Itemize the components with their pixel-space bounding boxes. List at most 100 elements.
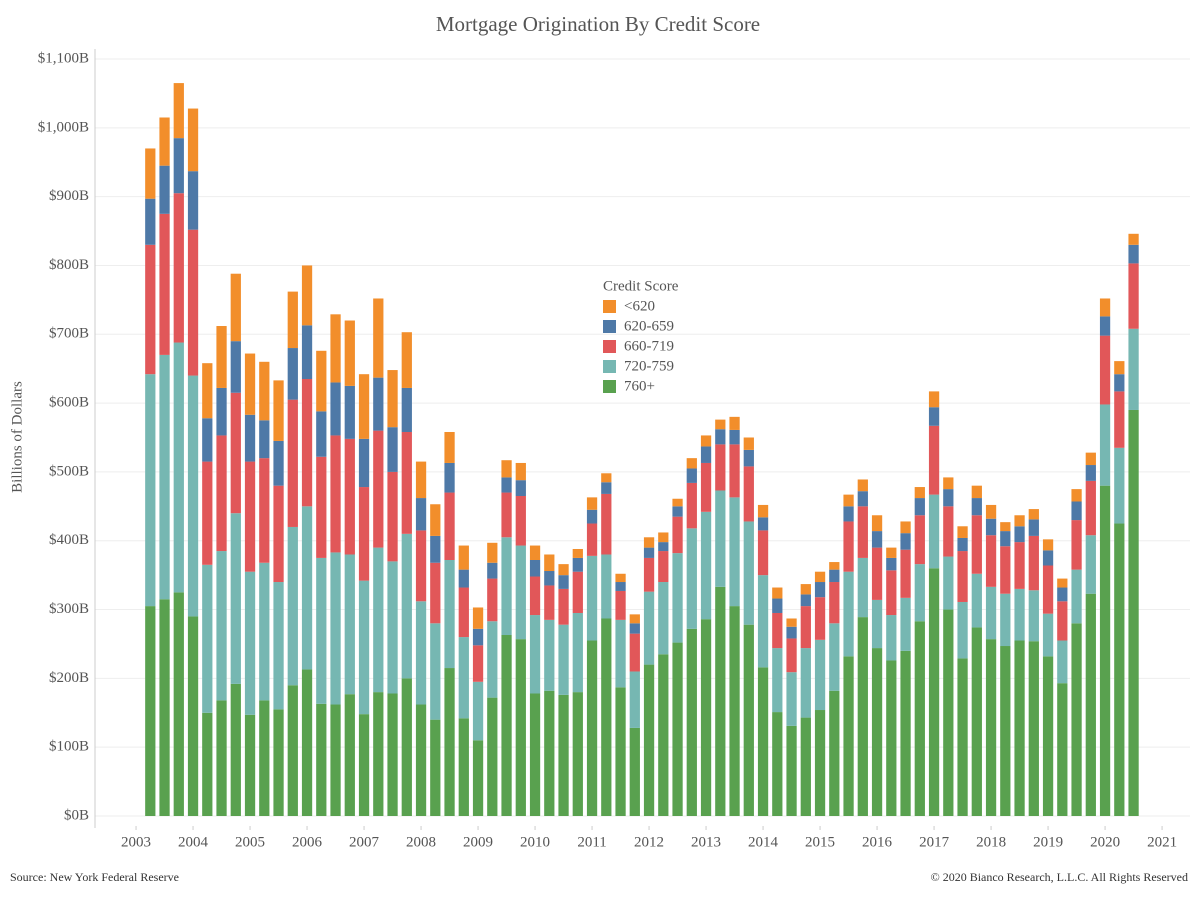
x-tick-label: 2005 — [235, 834, 265, 850]
x-tick-label: 2019 — [1033, 834, 1063, 850]
bar-segment — [601, 493, 612, 555]
bar-segment — [629, 623, 640, 634]
bar-segment — [615, 590, 626, 620]
bar-segment — [971, 573, 982, 628]
bar-segment — [202, 418, 213, 462]
bar-segment — [430, 562, 441, 624]
bar-segment — [971, 498, 982, 516]
bar-segment — [715, 586, 726, 816]
bar-segment — [871, 515, 883, 532]
bar-segment — [487, 542, 498, 563]
bar-segment — [1057, 587, 1068, 602]
bar-segment — [672, 642, 683, 816]
bar-segment — [729, 606, 740, 816]
bar-segment — [914, 515, 925, 565]
bar-segment — [572, 571, 583, 613]
bar-segment — [415, 461, 427, 499]
x-tick-label: 2014 — [748, 834, 779, 850]
bar-segment — [544, 619, 555, 691]
bar-segment — [886, 547, 897, 558]
bar-segment — [1099, 404, 1111, 486]
y-axis-label: Billions of Dollars — [9, 381, 25, 493]
bar-segment — [686, 482, 697, 529]
bar-segment — [900, 533, 911, 550]
bar-segment — [757, 517, 769, 531]
bar-segment — [928, 494, 940, 569]
bar-segment — [1099, 298, 1111, 317]
bar-segment — [1114, 361, 1125, 375]
bar-segment — [273, 485, 284, 583]
y-tick-label: $900B — [49, 188, 89, 204]
bar-segment — [757, 504, 769, 518]
bar-segment — [487, 562, 498, 579]
bar-segment — [1114, 523, 1125, 816]
bar-segment — [629, 633, 640, 672]
bar-segment — [330, 552, 341, 705]
bar-segment — [472, 607, 484, 629]
bar-segment — [1085, 452, 1096, 466]
y-tick-label: $800B — [49, 257, 89, 273]
bar-segment — [273, 380, 284, 441]
bar-segment — [943, 609, 954, 816]
x-tick-label: 2010 — [520, 834, 550, 850]
legend-label: 620-659 — [624, 318, 674, 334]
bar-segment — [1042, 565, 1054, 614]
bar-segment — [358, 487, 370, 581]
bar-segment — [814, 710, 826, 816]
bar-segment — [316, 557, 327, 704]
chart-title: Mortgage Origination By Credit Score — [436, 12, 760, 36]
bar-segment — [1042, 539, 1054, 551]
bar-segment — [287, 399, 298, 527]
bar-segment — [586, 640, 598, 816]
bar-segment — [529, 615, 541, 694]
bar-segment — [472, 740, 484, 816]
bar-segment — [230, 513, 241, 684]
bar-segment — [615, 582, 626, 591]
bar-segment — [1014, 588, 1025, 641]
bar-segment — [487, 621, 498, 698]
bar-segment — [1114, 374, 1125, 392]
legend-title: Credit Score — [603, 278, 679, 294]
bar-segment — [173, 193, 184, 343]
bar-segment — [1028, 590, 1039, 642]
bar-segment — [344, 385, 355, 439]
bar-segment — [187, 171, 199, 230]
bar-segment — [515, 495, 526, 546]
bar-segment — [971, 515, 982, 574]
bar-segment — [1014, 515, 1025, 527]
y-tick-label: $500B — [49, 463, 89, 479]
bar-segment — [1114, 391, 1125, 448]
x-tick-label: 2004 — [178, 834, 209, 850]
bar-segment — [145, 198, 156, 245]
bar-segment — [216, 700, 227, 816]
bar-segment — [1000, 593, 1011, 647]
bar-segment — [715, 490, 726, 587]
bar-segment — [515, 480, 526, 496]
bar-segment — [943, 477, 954, 490]
bar-segment — [957, 601, 968, 659]
bar-segment — [715, 429, 726, 445]
bar-segment — [529, 576, 541, 616]
y-tick-label: $200B — [49, 670, 89, 686]
bar-segment — [928, 425, 940, 495]
bar-segment — [729, 444, 740, 498]
bar-segment — [843, 506, 854, 522]
bar-segment — [829, 569, 840, 583]
bar-segment — [1099, 485, 1111, 816]
bar-segment — [743, 521, 754, 625]
bar-segment — [216, 387, 227, 436]
bar-segment — [558, 624, 569, 695]
bar-segment — [316, 703, 327, 816]
bar-segment — [387, 471, 398, 562]
bar-segment — [886, 615, 897, 661]
bar-segment — [1028, 641, 1039, 816]
bar-segment — [244, 414, 256, 462]
bar-segment — [914, 564, 925, 622]
bar-segment — [586, 523, 598, 556]
bar-segment — [301, 669, 313, 816]
x-tick-label: 2013 — [691, 834, 721, 850]
bar-segment — [1128, 233, 1139, 245]
bar-segment — [401, 431, 412, 534]
bar-segment — [1071, 520, 1082, 570]
bar-segment — [601, 473, 612, 483]
